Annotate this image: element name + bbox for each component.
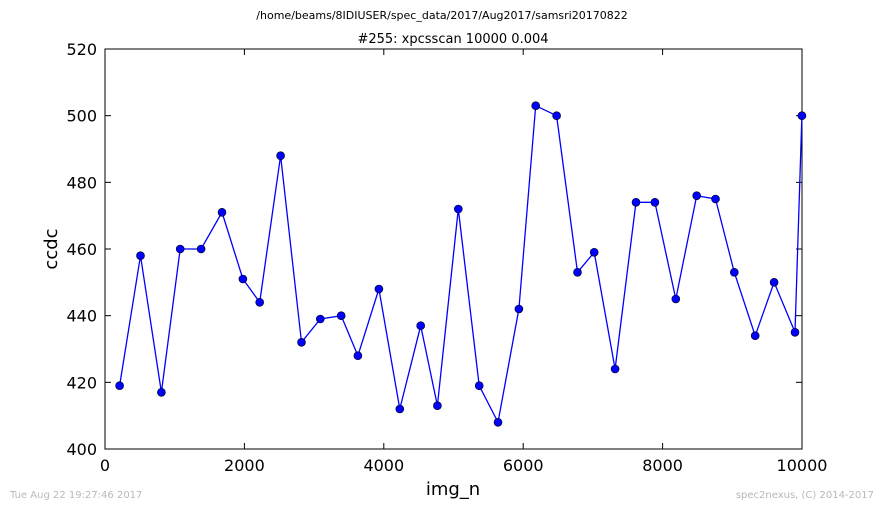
data-point [255,297,265,307]
data-point [589,248,599,257]
footer-timestamp: Tue Aug 22 19:27:46 2017 [9,490,142,501]
data-point [453,204,463,214]
y-tick-label: 520 [66,40,97,59]
data-point [797,111,807,120]
data-point [115,381,124,391]
y-tick-label: 480 [66,173,97,192]
data-point [650,198,660,207]
data-point [315,314,325,324]
data-point [136,251,145,260]
data-point [514,304,524,314]
data-point [374,284,384,294]
data-point [433,401,442,411]
data-point [790,327,800,337]
footer-credit: spec2nexus, (C) 2014-2017 [736,490,874,501]
x-axis-label: img_n [426,479,480,500]
data-point [157,387,166,397]
chart-subtitle: /home/beams/8IDIUSER/spec_data/2017/Aug2… [256,9,627,22]
x-tick-label: 0 [100,456,110,475]
data-point [217,208,227,217]
x-axis: 0 2000 4000 6000 8000 10000 [100,49,828,475]
y-axis-label: ccdc [41,228,62,269]
y-tick-label: 420 [66,373,97,392]
series-ccdc [115,101,807,427]
data-point [474,381,484,391]
data-point [395,404,405,414]
data-point [336,311,346,321]
x-tick-label: 8000 [642,456,683,475]
y-tick-label: 460 [66,240,97,259]
data-point [493,417,503,427]
data-point [175,244,185,254]
data-point [711,194,720,204]
data-point [416,321,426,331]
y-axis: 400 420 440 460 480 500 520 [66,40,802,459]
data-point [573,267,582,277]
x-tick-label: 6000 [503,456,544,475]
data-point [729,267,739,277]
data-point [692,191,702,200]
data-point [238,274,248,284]
data-point [531,101,541,110]
x-tick-label: 4000 [363,456,404,475]
data-point [276,151,285,160]
y-tick-label: 440 [66,307,97,326]
chart-title: #255: xpcsscan 10000 0.004 [357,32,548,47]
data-point [610,364,620,374]
data-point [196,244,206,254]
data-point [631,198,641,207]
data-point [297,337,306,347]
data-point [750,331,760,341]
x-tick-label: 10000 [777,456,828,475]
y-tick-label: 400 [66,440,97,459]
data-point [353,351,363,361]
x-tick-label: 2000 [224,456,265,475]
y-tick-label: 500 [66,107,97,126]
data-point [552,111,561,120]
data-point [671,294,681,304]
data-point [769,277,779,287]
